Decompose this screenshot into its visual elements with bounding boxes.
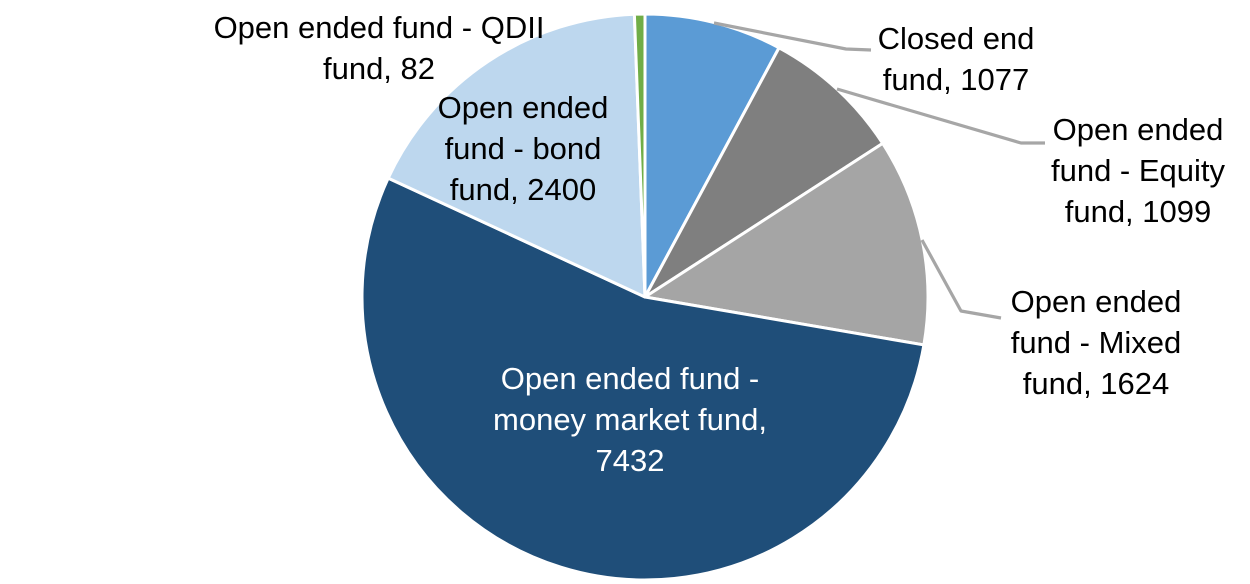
data-label-open-ended-money-market-fund: Open ended fund - money market fund, 743… [493, 358, 767, 481]
pie-slices-group [360, 12, 930, 582]
data-label-open-ended-mixed-fund: Open ended fund - Mixed fund, 1624 [1011, 281, 1182, 404]
leader-line-open-ended-mixed-fund [920, 239, 1002, 320]
leader-line-closed-end-fund [713, 21, 872, 52]
data-label-line: Open ended fund - QDII [213, 10, 545, 45]
data-label-line: fund, 1099 [1064, 194, 1212, 229]
pie-slice-open-ended-money-market-fund [360, 176, 926, 582]
data-label-line: Open ended [1052, 112, 1224, 147]
data-label-line: Open ended [437, 90, 609, 125]
data-label-line: fund - bond [444, 131, 602, 166]
data-label-line: fund - Equity [1050, 153, 1226, 188]
data-label-line: fund, 82 [322, 51, 436, 86]
pie-slice-open-ended-equity-fund [643, 46, 885, 299]
data-label-open-ended-qdii-fund: Open ended fund - QDII fund, 82 [214, 7, 545, 89]
data-label-line: fund, 1077 [882, 62, 1030, 97]
data-label-open-ended-equity-fund: Open ended fund - Equity fund, 1099 [1051, 109, 1225, 232]
data-label-line: 7432 [595, 443, 665, 478]
data-label-open-ended-bond-fund: Open ended fund - bond fund, 2400 [438, 87, 609, 210]
data-label-line: fund, 1624 [1022, 366, 1170, 401]
data-label-line: Open ended [1010, 284, 1182, 319]
data-label-line: Closed end [877, 21, 1035, 56]
data-label-line: fund, 2400 [449, 172, 597, 207]
data-label-line: Open ended fund - [500, 361, 760, 396]
data-label-line: money market fund, [493, 402, 767, 437]
pie-slice-open-ended-bond-fund [386, 12, 647, 299]
leader-line-open-ended-equity-fund [836, 87, 1045, 145]
data-label-line: fund - Mixed [1010, 325, 1182, 360]
leader-lines-group [713, 21, 1045, 320]
data-label-closed-end-fund: Closed end fund, 1077 [878, 18, 1035, 100]
pie-slice-open-ended-qdii-fund [632, 12, 647, 299]
